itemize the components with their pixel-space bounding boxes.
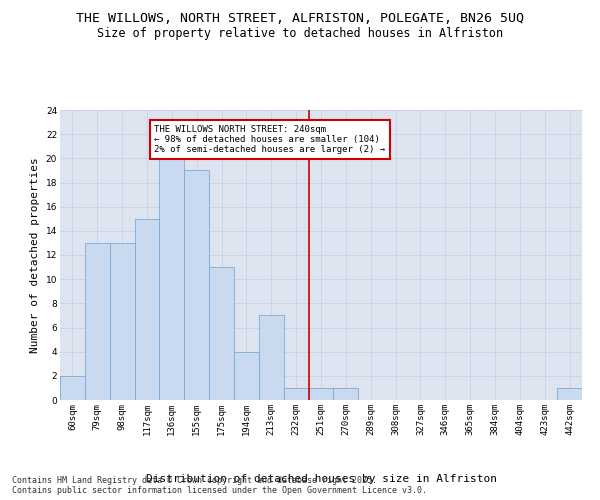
- Bar: [110, 243, 134, 400]
- Text: THE WILLOWS NORTH STREET: 240sqm
← 98% of detached houses are smaller (104)
2% o: THE WILLOWS NORTH STREET: 240sqm ← 98% o…: [154, 124, 386, 154]
- Bar: [284, 388, 308, 400]
- Text: Contains HM Land Registry data © Crown copyright and database right 2025.
Contai: Contains HM Land Registry data © Crown c…: [12, 476, 427, 495]
- Bar: [60, 376, 85, 400]
- Bar: [557, 388, 582, 400]
- Bar: [259, 316, 284, 400]
- Bar: [308, 388, 334, 400]
- Text: THE WILLOWS, NORTH STREET, ALFRISTON, POLEGATE, BN26 5UQ: THE WILLOWS, NORTH STREET, ALFRISTON, PO…: [76, 12, 524, 26]
- Bar: [184, 170, 209, 400]
- Bar: [234, 352, 259, 400]
- Text: Size of property relative to detached houses in Alfriston: Size of property relative to detached ho…: [97, 28, 503, 40]
- Bar: [209, 267, 234, 400]
- Bar: [134, 219, 160, 400]
- Bar: [334, 388, 358, 400]
- Y-axis label: Number of detached properties: Number of detached properties: [30, 157, 40, 353]
- Bar: [160, 158, 184, 400]
- X-axis label: Distribution of detached houses by size in Alfriston: Distribution of detached houses by size …: [146, 474, 497, 484]
- Bar: [85, 243, 110, 400]
